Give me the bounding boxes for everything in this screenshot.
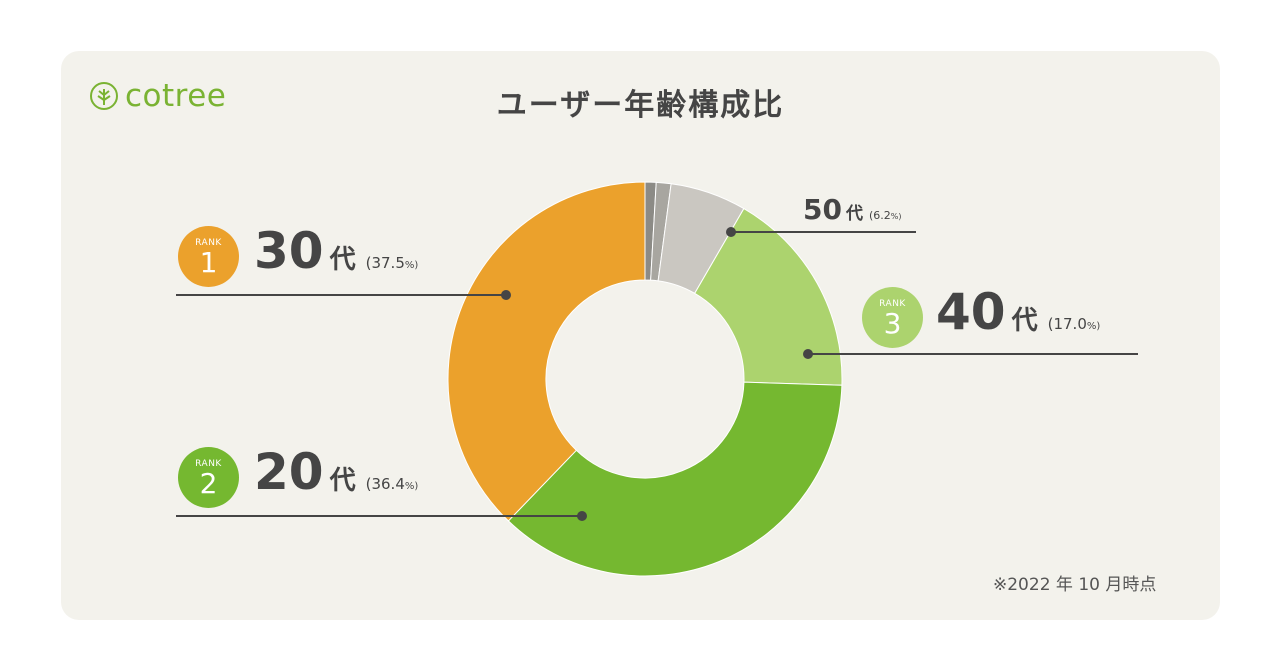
label-40s: 40 代 (17.0%): [936, 283, 1100, 341]
brand-name: cotree: [125, 78, 227, 114]
pct-value: (36.4: [365, 475, 405, 493]
donut-slice-6: [447, 181, 646, 522]
pct-value: (17.0: [1047, 315, 1087, 333]
pct-unit: %): [1086, 321, 1101, 332]
date-note: ※2022 年 10 月時点: [993, 575, 1157, 595]
pct-value: (6.2: [868, 209, 891, 222]
rank-3-badge: RANK 3: [862, 287, 923, 348]
age-suffix: 代: [329, 466, 356, 496]
age-suffix: 代: [845, 204, 863, 224]
tree-icon: [90, 82, 118, 110]
rank-number: 2: [199, 466, 218, 500]
pct-unit: %): [404, 481, 419, 492]
donut-slice-5: [507, 381, 843, 577]
rank-number: 1: [199, 245, 218, 279]
pct-unit: %): [890, 212, 902, 221]
label-50s: 50 代 (6.2%): [803, 193, 902, 226]
rank-1-badge: RANK 1: [178, 226, 239, 287]
brand-logo: cotree: [89, 78, 226, 114]
label-30s: 30 代 (37.5%): [254, 222, 418, 280]
age-value: 50: [803, 193, 842, 226]
leader-dot-40s: [803, 349, 813, 359]
rank-number: 3: [883, 306, 902, 340]
rank-2-badge: RANK 2: [178, 447, 239, 508]
pct-value: (37.5: [365, 254, 405, 272]
donut-slice-4: [693, 207, 843, 386]
age-value: 30: [254, 222, 324, 280]
leader-dot-20s: [577, 511, 587, 521]
leader-dot-30s: [501, 290, 511, 300]
label-20s: 20 代 (36.4%): [254, 443, 418, 501]
pct-unit: %): [404, 260, 419, 271]
rank-label: RANK: [195, 458, 222, 469]
age-value: 20: [254, 443, 324, 501]
chart-title: ユーザー年齢構成比: [496, 88, 785, 123]
age-suffix: 代: [1011, 306, 1038, 336]
leader-dot-50s: [726, 227, 736, 237]
rank-label: RANK: [195, 237, 222, 248]
age-suffix: 代: [329, 245, 356, 275]
rank-label: RANK: [879, 298, 906, 309]
age-value: 40: [936, 283, 1006, 341]
